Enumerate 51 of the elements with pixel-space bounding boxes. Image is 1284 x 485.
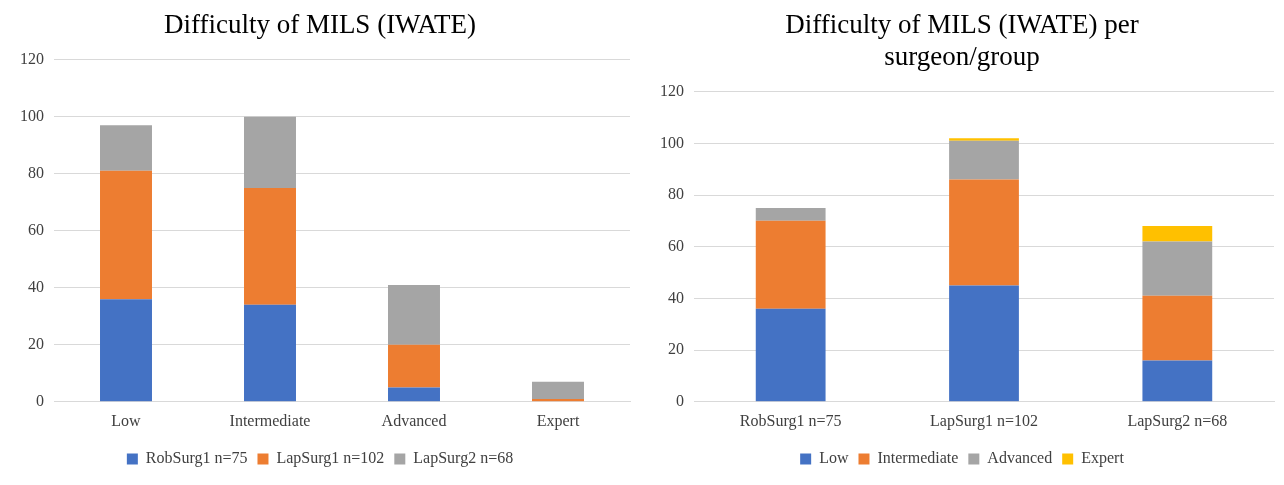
y-tick-label: 40	[28, 277, 44, 295]
legend-label: LapSurg1 n=102	[276, 449, 385, 468]
bar	[1142, 295, 1213, 361]
bar	[755, 308, 826, 402]
y-tick-label: 40	[668, 288, 684, 306]
bar	[1142, 360, 1213, 402]
legend-label: Intermediate	[877, 449, 959, 467]
bar	[949, 138, 1019, 141]
x-tick-label: LapSurg2 n=68	[1127, 411, 1228, 430]
legend-label: RobSurg1 n=75	[145, 449, 248, 468]
bar	[100, 125, 152, 171]
y-tick-label: 100	[20, 106, 44, 124]
bar	[244, 116, 296, 188]
y-tick-label: 60	[28, 220, 44, 238]
legend-label: Advanced	[987, 449, 1053, 467]
legend-label: Expert	[1081, 449, 1125, 468]
y-tick-label: 120	[20, 49, 44, 67]
y-tick-label: 80	[28, 163, 44, 181]
bar	[388, 387, 440, 402]
y-tick-label: 60	[668, 236, 684, 254]
bar	[755, 220, 826, 309]
bar	[949, 179, 1019, 286]
y-tick-label: 20	[668, 340, 684, 358]
bar	[100, 170, 152, 300]
y-tick-label: 120	[660, 81, 684, 99]
chart-title: Difficulty of MILS (IWATE)	[162, 8, 478, 40]
bar	[388, 284, 440, 345]
y-tick-label: 100	[660, 133, 684, 151]
chart-title: Difficulty of MILS (IWATE) per surgeon/group	[784, 8, 1140, 72]
bar	[244, 187, 296, 305]
bar	[100, 299, 152, 402]
y-tick-label: 0	[676, 392, 684, 409]
bar	[244, 304, 296, 402]
bar	[532, 381, 584, 399]
bar	[949, 140, 1019, 180]
y-tick-label: 0	[36, 392, 44, 409]
x-tick-label: Advanced	[381, 411, 447, 429]
bar	[388, 344, 440, 388]
bar	[1142, 226, 1213, 242]
bar	[755, 207, 826, 221]
y-tick-label: 20	[28, 334, 44, 352]
legend-label: Low	[819, 449, 849, 467]
x-tick-label: LapSurg1 n=102	[930, 411, 1038, 430]
bar	[949, 285, 1019, 402]
y-tick-label: 80	[668, 185, 684, 203]
bar	[1142, 241, 1213, 296]
x-tick-label: Intermediate	[229, 411, 311, 429]
legend-label: LapSurg2 n=68	[413, 449, 514, 468]
x-tick-label: Expert	[536, 411, 580, 430]
x-tick-label: RobSurg1 n=75	[739, 411, 842, 430]
x-tick-label: Low	[111, 411, 142, 429]
